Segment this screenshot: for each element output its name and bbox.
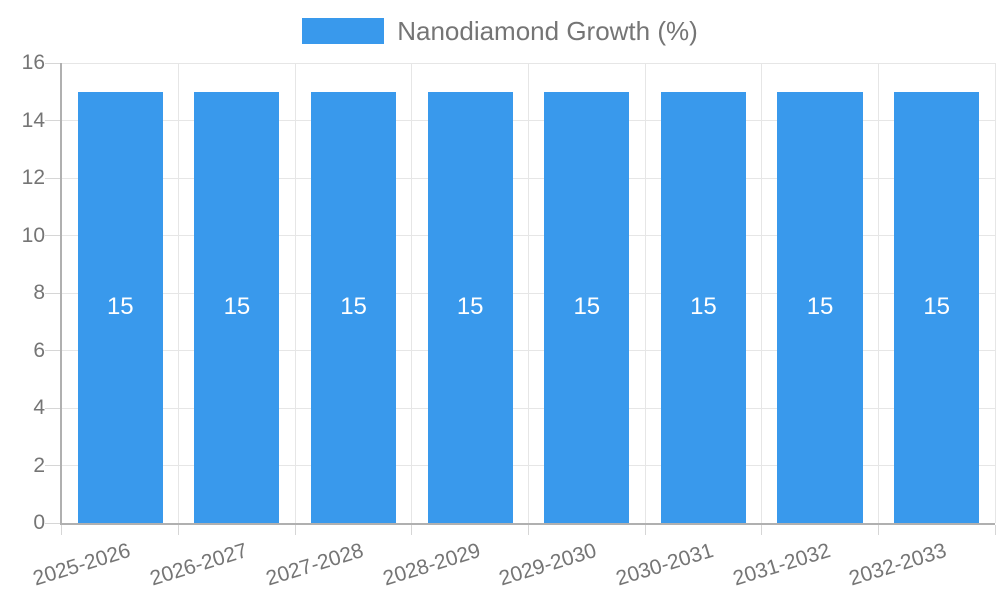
y-tick	[45, 522, 60, 524]
y-axis-label: 10	[21, 223, 45, 247]
x-axis-label: 2025-2026	[30, 539, 134, 591]
x-tick	[178, 525, 180, 535]
y-axis-label: 4	[33, 396, 45, 419]
x-tick	[761, 525, 763, 535]
plot-area: 15 15 15 15 15 15 15 15 0 2 4 6 8 10 12 14 16 2025-2026 2…	[22, 51, 996, 590]
bar-value-label: 15	[806, 293, 834, 321]
y-axis-label: 16	[21, 51, 45, 74]
x-axis-label: 2026-2027	[146, 539, 250, 591]
bar[interactable]: 15	[660, 91, 746, 523]
x-tick	[994, 525, 996, 535]
bar[interactable]: 15	[544, 91, 630, 523]
y-axis-label: 2	[33, 453, 45, 477]
y-tick	[45, 465, 60, 466]
y-axis-label: 0	[33, 511, 45, 534]
x-tick	[411, 525, 413, 535]
x-tick	[877, 525, 879, 535]
legend: Nanodiamond Growth (%)	[0, 14, 1000, 48]
x-gridline	[994, 63, 996, 523]
x-gridline	[178, 63, 180, 523]
bar[interactable]: 15	[310, 91, 397, 523]
x-axis-label: 2027-2028	[263, 539, 367, 591]
legend-item[interactable]: Nanodiamond Growth (%)	[302, 16, 698, 46]
x-gridline	[761, 63, 763, 523]
x-axis-label: 2030-2031	[613, 539, 717, 591]
bar-value-label: 15	[106, 293, 134, 321]
x-gridline	[528, 63, 529, 523]
x-axis-label: 2032-2033	[846, 539, 950, 591]
legend-label: Nanodiamond Growth (%)	[397, 16, 698, 46]
legend-swatch	[302, 18, 385, 44]
x-gridline	[644, 63, 646, 523]
bar[interactable]: 15	[777, 91, 863, 523]
bar-value-label: 15	[923, 293, 951, 321]
x-axis-label: 2029-2030	[496, 539, 600, 591]
bar-value-label: 15	[573, 293, 601, 321]
x-axis-label: 2028-2029	[380, 539, 483, 591]
x-tick	[528, 525, 529, 535]
y-axis-label: 8	[33, 281, 45, 304]
bar[interactable]: 15	[894, 91, 980, 523]
y-tick	[45, 235, 60, 236]
x-gridline	[294, 63, 296, 523]
x-tick	[294, 525, 296, 535]
y-tick	[45, 407, 60, 409]
x-gridline	[877, 63, 879, 523]
x-axis-label: 2031-2032	[730, 539, 833, 591]
x-tick	[60, 525, 62, 535]
x-gridline	[411, 63, 413, 523]
bar[interactable]: 15	[77, 91, 163, 523]
y-tick	[45, 292, 60, 294]
x-tick	[644, 525, 646, 535]
bar-value-label: 15	[340, 293, 367, 321]
bar[interactable]: 15	[194, 91, 280, 523]
y-tick	[45, 62, 60, 64]
bar[interactable]: 15	[427, 91, 513, 523]
bar-value-label: 15	[690, 293, 717, 321]
bar-value-label: 15	[223, 293, 251, 321]
y-axis-label: 6	[33, 338, 45, 362]
y-tick	[45, 350, 60, 351]
y-axis-label: 14	[21, 108, 45, 132]
y-tick	[45, 120, 60, 121]
y-axis-label: 12	[21, 166, 45, 189]
bar-value-label: 15	[456, 293, 484, 321]
y-tick	[45, 177, 60, 179]
